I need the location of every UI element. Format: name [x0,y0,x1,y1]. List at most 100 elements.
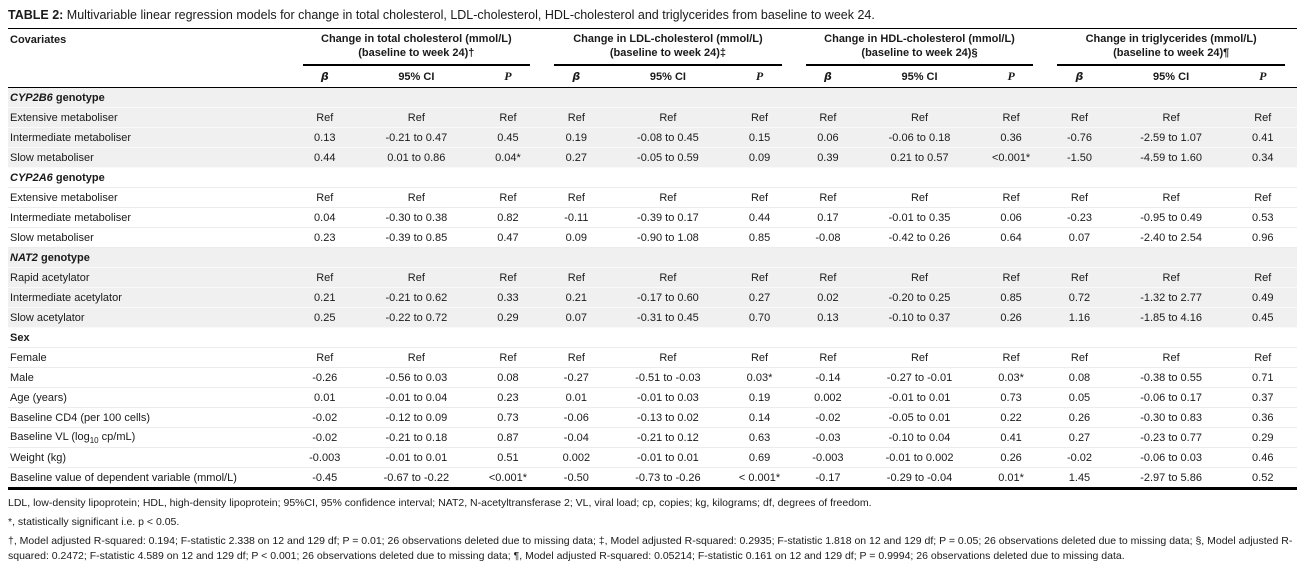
p-value: 0.96 [1228,227,1297,249]
subheader-ci: 95% CI [610,66,726,89]
beta-value: 0.25 [290,307,359,329]
p-value: 0.87 [473,427,543,449]
beta-value: 1.45 [1045,467,1114,490]
ci-value: -0.21 to 0.62 [358,287,474,309]
covariate-label: Intermediate metaboliser [8,207,291,229]
beta-value: -0.27 [542,367,611,389]
ci-value: -0.51 to -0.03 [610,367,726,389]
ci-value: -0.30 to 0.38 [358,207,474,229]
beta-value: -0.06 [542,407,611,429]
table-row: Baseline value of dependent variable (mm… [8,467,1297,490]
group-label-line2: (baseline to week 24)‡ [609,46,727,59]
p-value: 0.22 [976,407,1046,429]
ci-value: -0.39 to 0.85 [358,227,474,249]
beta-value: 0.23 [290,227,359,249]
beta-value: Ref [542,107,611,129]
section-header-label: Sex [8,327,1297,349]
p-value: 0.09 [725,147,794,169]
beta-value: -0.76 [1045,127,1114,149]
section-header-label: CYP2A6 genotype [8,167,1297,189]
covariate-label: Slow metaboliser [8,147,291,169]
p-value: 0.29 [1228,427,1297,449]
covariate-label: Baseline VL (log10 cp/mL) [8,427,291,449]
covariate-label: Baseline value of dependent variable (mm… [8,467,291,490]
beta-value: -0.04 [542,427,611,449]
ci-value: -0.95 to 0.49 [1113,207,1229,229]
beta-value: -1.50 [1045,147,1114,169]
ci-value: -0.21 to 0.18 [358,427,474,449]
subheader-ci: 95% CI [1113,66,1229,89]
subheader-ci: 95% CI [358,66,474,89]
p-value: Ref [976,187,1046,209]
ci-value: -0.56 to 0.03 [358,367,474,389]
ci-value: Ref [610,347,726,369]
section-header-row: CYP2A6 genotype [8,167,1297,189]
beta-value: 0.21 [542,287,611,309]
ci-value: -0.01 to 0.01 [862,387,977,409]
ci-value: -0.27 to -0.01 [862,367,977,389]
p-value: 0.73 [473,407,543,429]
subheader-p: P [473,66,543,89]
table-row: Intermediate acetylator 0.21 -0.21 to 0.62… [8,287,1297,309]
beta-value: -0.02 [290,407,359,429]
ci-value: Ref [862,347,977,369]
ci-value: -2.97 to 5.86 [1113,467,1229,490]
beta-value: 0.02 [793,287,863,309]
group-label-line2: (baseline to week 24)¶ [1113,46,1230,59]
ci-value: -0.42 to 0.26 [862,227,977,249]
ci-value: -0.90 to 1.08 [610,227,726,249]
beta-value: Ref [290,107,359,129]
beta-value: -0.50 [542,467,611,490]
covariate-label: Extensive metaboliser [8,187,291,209]
beta-value: 0.13 [290,127,359,149]
beta-value: 0.27 [542,147,611,169]
ci-value: -0.67 to -0.22 [358,467,474,490]
ci-value: Ref [358,187,474,209]
footnote-abbreviations: LDL, low-density lipoprotein; HDL, high-… [8,497,872,510]
ci-value: -0.01 to 0.002 [862,447,977,469]
beta-value: 0.01 [290,387,359,409]
beta-value: Ref [793,267,863,289]
beta-value: 0.09 [542,227,611,249]
p-value: Ref [473,187,543,209]
covariate-label: Slow metaboliser [8,227,291,249]
section-header-label: CYP2B6 genotype [8,87,1297,109]
p-value: Ref [1228,267,1297,289]
p-value: 0.03* [725,367,794,389]
section-header-label: NAT2 genotype [8,247,1297,269]
footnote-significance: *, statistically significant i.e. p < 0.… [8,515,180,528]
p-value: Ref [1228,107,1297,129]
p-value: < 0.001* [725,467,794,490]
p-value: 0.85 [976,287,1046,309]
table-row: Extensive metaboliser Ref Ref Ref Ref Ref Ref R… [8,187,1297,209]
beta-value: 0.08 [1045,367,1114,389]
beta-value: 0.002 [793,387,863,409]
group-header-row: Covariates Change in total cholesterol (… [8,28,1297,89]
ci-value: -1.32 to 2.77 [1113,287,1229,309]
table-footnotes: LDL, low-density lipoprotein; HDL, high-… [8,490,1297,564]
covariate-label: Slow acetylator [8,307,291,329]
p-value: 0.29 [473,307,543,329]
beta-value: Ref [290,187,359,209]
beta-value: 0.07 [542,307,611,329]
ci-value: -0.29 to -0.04 [862,467,977,490]
table-row: Female Ref Ref Ref Ref Ref Ref Ref Ref Ref Ref Ref R… [8,347,1297,369]
p-value: 0.49 [1228,287,1297,309]
beta-value: -0.02 [290,427,359,449]
p-value: 0.45 [473,127,543,149]
p-value: 0.70 [725,307,794,329]
ci-value: -0.31 to 0.45 [610,307,726,329]
beta-value: -0.23 [1045,207,1114,229]
subheader-beta: β [793,66,863,89]
beta-value: 0.04 [290,207,359,229]
subheader-p: P [725,66,794,89]
p-value: 0.08 [473,367,543,389]
ci-value: Ref [358,347,474,369]
ci-value: -0.38 to 0.55 [1113,367,1229,389]
subheader-p: P [976,66,1046,89]
ci-value: 0.01 to 0.86 [358,147,474,169]
ci-value: -0.23 to 0.77 [1113,427,1229,449]
p-value: 0.45 [1228,307,1297,329]
ci-value: -0.21 to 0.47 [358,127,474,149]
table-row: Baseline VL (log10 cp/mL) -0.02 -0.21 to 0… [8,427,1297,449]
